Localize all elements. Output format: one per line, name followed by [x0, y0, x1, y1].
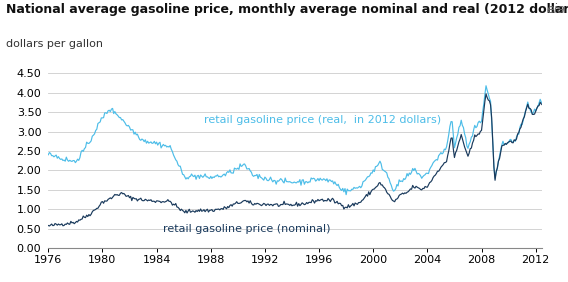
- Text: retail gasoline price (real,  in 2012 dollars): retail gasoline price (real, in 2012 dol…: [204, 115, 441, 125]
- Text: dollars per gallon: dollars per gallon: [6, 39, 103, 49]
- Text: National average gasoline price, monthly average nominal and real (2012 dollars): National average gasoline price, monthly…: [6, 3, 568, 16]
- Text: eia: eia: [546, 3, 565, 16]
- Text: retail gasoline price (nominal): retail gasoline price (nominal): [164, 224, 331, 234]
